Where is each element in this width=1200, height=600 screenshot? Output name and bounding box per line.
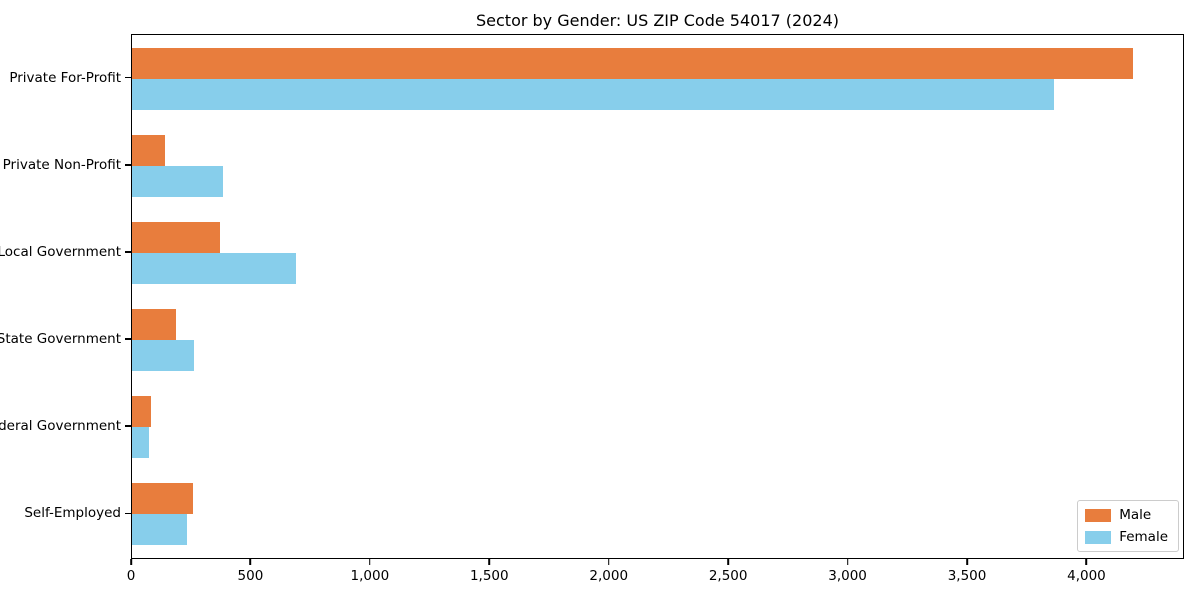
- y-tick-label-state-government: State Government: [0, 331, 121, 348]
- x-tick-label-0: 0: [126, 568, 136, 584]
- legend-label-female: Female: [1119, 529, 1168, 545]
- bar-male-federal-government: [132, 396, 152, 427]
- x-tick-mark: [369, 559, 371, 565]
- bar-male-state-government: [132, 309, 177, 340]
- bar-male-self-employed: [132, 483, 193, 514]
- x-tick-label-1-500: 1,500: [469, 568, 509, 584]
- legend-swatch-female: [1085, 530, 1112, 544]
- y-tick-mark: [125, 163, 131, 166]
- x-tick-mark: [727, 559, 729, 565]
- x-tick-mark: [1085, 559, 1088, 565]
- bar-female-state-government: [132, 340, 194, 371]
- x-tick-label-4-000: 4,000: [1067, 568, 1106, 584]
- bar-female-private-non-profit: [132, 166, 223, 197]
- x-tick-label-2-000: 2,000: [589, 568, 629, 584]
- chart-title: Sector by Gender: US ZIP Code 54017 (202…: [476, 11, 839, 30]
- x-tick-label-3-500: 3,500: [947, 568, 987, 584]
- y-tick-label-private-for-profit: Private For-Profit: [9, 69, 121, 86]
- y-tick-mark: [125, 425, 131, 428]
- legend-label-male: Male: [1119, 507, 1152, 523]
- x-tick-label-500: 500: [237, 568, 264, 584]
- legend-item-female: Female: [1085, 529, 1168, 545]
- bar-male-private-non-profit: [132, 135, 166, 166]
- y-tick-label-self-employed: Self-Employed: [24, 505, 121, 522]
- y-tick-label-federal-government: Federal Government: [0, 418, 121, 435]
- y-tick-mark: [125, 338, 131, 340]
- y-tick-mark: [125, 251, 131, 253]
- y-tick-label-private-non-profit: Private Non-Profit: [2, 156, 121, 173]
- bar-female-self-employed: [132, 514, 188, 545]
- bar-female-private-for-profit: [132, 79, 1054, 110]
- bar-female-federal-government: [132, 427, 150, 458]
- bar-male-local-government: [132, 222, 221, 253]
- legend: Male Female: [1077, 500, 1179, 552]
- legend-swatch-male: [1085, 508, 1112, 522]
- x-tick-mark: [249, 559, 252, 565]
- legend-item-male: Male: [1085, 507, 1168, 523]
- x-tick-label-2-500: 2,500: [708, 568, 748, 584]
- bar-male-private-for-profit: [132, 48, 1133, 79]
- x-tick-mark: [966, 559, 968, 565]
- y-tick-mark: [125, 76, 131, 79]
- bar-female-local-government: [132, 253, 296, 284]
- x-tick-mark: [130, 559, 132, 565]
- y-tick-mark: [125, 512, 131, 515]
- x-tick-mark: [488, 559, 491, 565]
- x-tick-label-1-000: 1,000: [350, 568, 390, 584]
- x-tick-label-3-000: 3,000: [828, 568, 867, 584]
- x-tick-mark: [846, 559, 849, 565]
- plot-area: Male Female: [131, 34, 1184, 559]
- x-tick-mark: [607, 559, 610, 565]
- y-axis-labels: Private For-Profit Private Non-Profit Loca…: [0, 34, 131, 559]
- y-tick-label-local-government: Local Government: [0, 243, 121, 260]
- x-axis: 0 500 1,000 1,500 2,000 2,500 3,000 3,500 4,000: [127, 559, 1184, 595]
